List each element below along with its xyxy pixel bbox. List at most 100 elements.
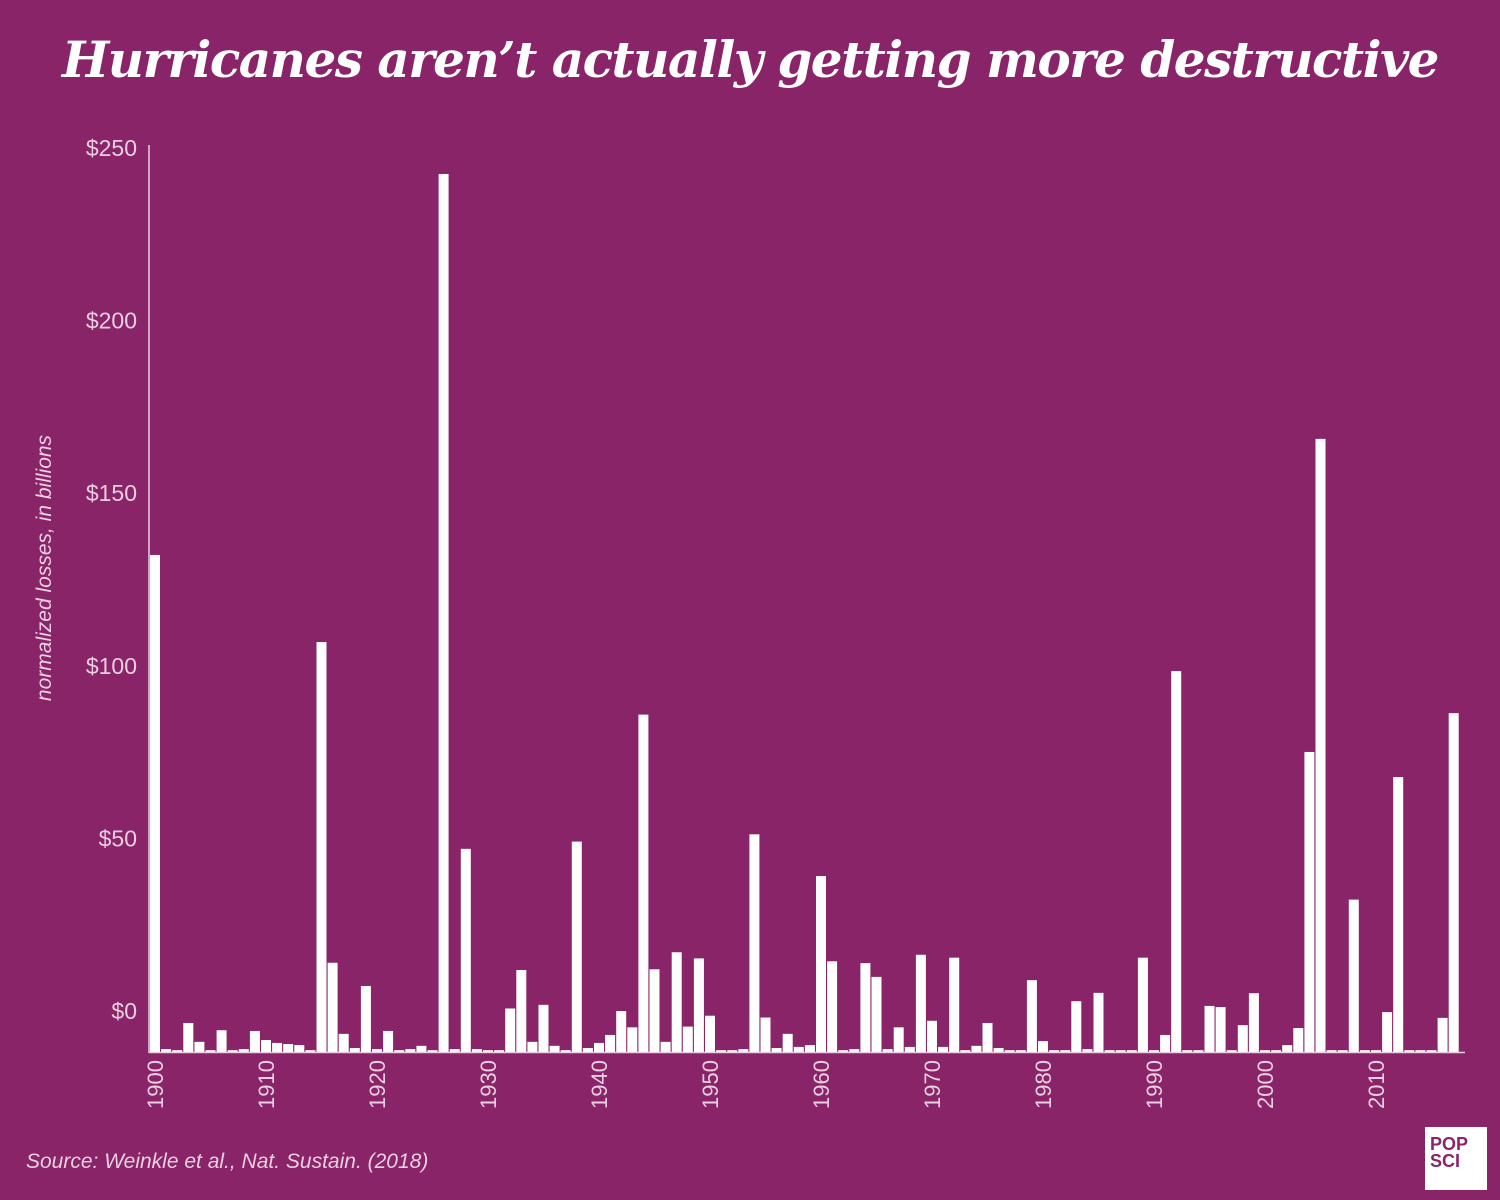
bar-1952 [727,1050,738,1052]
logo-line-2: SCI [1430,1151,1461,1171]
bar-1905 [205,1050,216,1052]
x-tick-label: 1920 [365,1060,390,1109]
bar-1921 [383,1030,394,1052]
x-tick-label: 1980 [1031,1060,1056,1109]
bar-1959 [804,1045,815,1052]
bar-1944 [638,714,649,1052]
bar-1945 [649,969,660,1052]
bar-1981 [1049,1050,1060,1052]
x-tick-label: 1970 [920,1060,945,1109]
bar-1924 [416,1045,427,1052]
bar-1917 [338,1033,349,1052]
bar-1904 [194,1041,205,1052]
bar-1978 [1015,1050,1026,1052]
y-tick-label: $0 [111,998,137,1024]
bar-1972 [949,957,960,1052]
bar-1926 [438,174,449,1053]
bar-1930 [483,1050,493,1052]
chart-title: Hurricanes aren’t actually getting more … [62,30,1439,89]
bar-2008 [1348,899,1359,1052]
bar-1964 [860,963,871,1052]
bar-1986 [1104,1050,1115,1052]
bar-1909 [249,1030,260,1052]
bar-1970 [927,1020,937,1052]
bar-1946 [660,1041,671,1052]
bar-1942 [616,1011,627,1052]
bar-1929 [471,1049,482,1052]
popsci-logo: POP SCI [1425,1127,1487,1190]
bar-2014 [1415,1050,1426,1052]
bar-2002 [1282,1045,1293,1052]
bar-2012 [1393,776,1404,1052]
y-tick-label: $50 [99,825,137,851]
bar-1982 [1060,1050,1071,1052]
bar-1987 [1115,1050,1126,1052]
y-axis-label: normalized losses, in billions [33,434,56,702]
bar-2010 [1371,1050,1381,1052]
bar-1995 [1204,1005,1215,1052]
bar-1973 [960,1050,971,1052]
bar-1999 [1248,993,1259,1052]
bar-1915 [316,642,327,1052]
bar-1962 [838,1050,849,1052]
y-tick-label: $150 [86,480,137,506]
bar-1963 [849,1049,860,1052]
bar-2007 [1337,1050,1348,1052]
bar-1931 [494,1050,505,1052]
bar-1903 [183,1022,194,1052]
bar-1971 [938,1046,949,1052]
x-tick-label: 2010 [1364,1060,1389,1109]
bar-2001 [1271,1050,1282,1052]
bar-1992 [1171,671,1182,1052]
bar-1983 [1071,1001,1082,1052]
bar-1991 [1160,1034,1171,1052]
bar-1913 [294,1045,305,1052]
bar-1908 [238,1049,249,1052]
bar-1974 [971,1045,982,1052]
bar-1998 [1237,1025,1248,1052]
bar-1912 [283,1044,294,1052]
bar-2009 [1359,1050,1370,1052]
bar-1907 [227,1050,238,1052]
bar-1947 [671,952,682,1052]
bar-1918 [349,1048,360,1052]
bar-2015 [1426,1050,1437,1052]
bar-1953 [738,1049,749,1052]
bar-1928 [460,848,471,1052]
bar-1951 [716,1050,727,1052]
bar-1957 [782,1033,793,1052]
bar-1934 [527,1041,538,1052]
bar-1943 [627,1027,638,1052]
bar-1911 [272,1042,283,1052]
bar-1932 [505,1008,516,1052]
bar-1960 [816,876,826,1052]
bar-1966 [882,1049,893,1052]
bar-1950 [705,1015,715,1052]
bar-1941 [605,1034,616,1052]
bar-2016 [1437,1017,1448,1052]
bar-1927 [449,1049,460,1052]
bar-1949 [693,958,704,1052]
bar-1958 [793,1046,804,1052]
bar-2013 [1404,1050,1415,1052]
bar-1923 [405,1049,416,1052]
bar-1976 [993,1048,1004,1052]
bar-1975 [982,1022,993,1052]
source-note: Source: Weinkle et al., Nat. Sustain. (2… [26,1150,429,1173]
y-tick-label: $100 [86,653,137,679]
bar-2004 [1304,751,1315,1052]
bar-1920 [372,1049,382,1052]
x-tick-label: 1960 [809,1060,834,1109]
bar-1990 [1149,1050,1159,1052]
bar-2011 [1382,1012,1393,1052]
bar-1965 [871,976,882,1052]
y-tick-label: $250 [86,135,137,161]
bar-1906 [216,1030,227,1052]
bar-1985 [1093,992,1104,1052]
bar-1977 [1004,1050,1015,1052]
bar-1969 [915,954,926,1052]
x-tick-label: 1940 [587,1060,612,1109]
bar-1980 [1038,1041,1048,1052]
bar-1984 [1082,1049,1093,1052]
